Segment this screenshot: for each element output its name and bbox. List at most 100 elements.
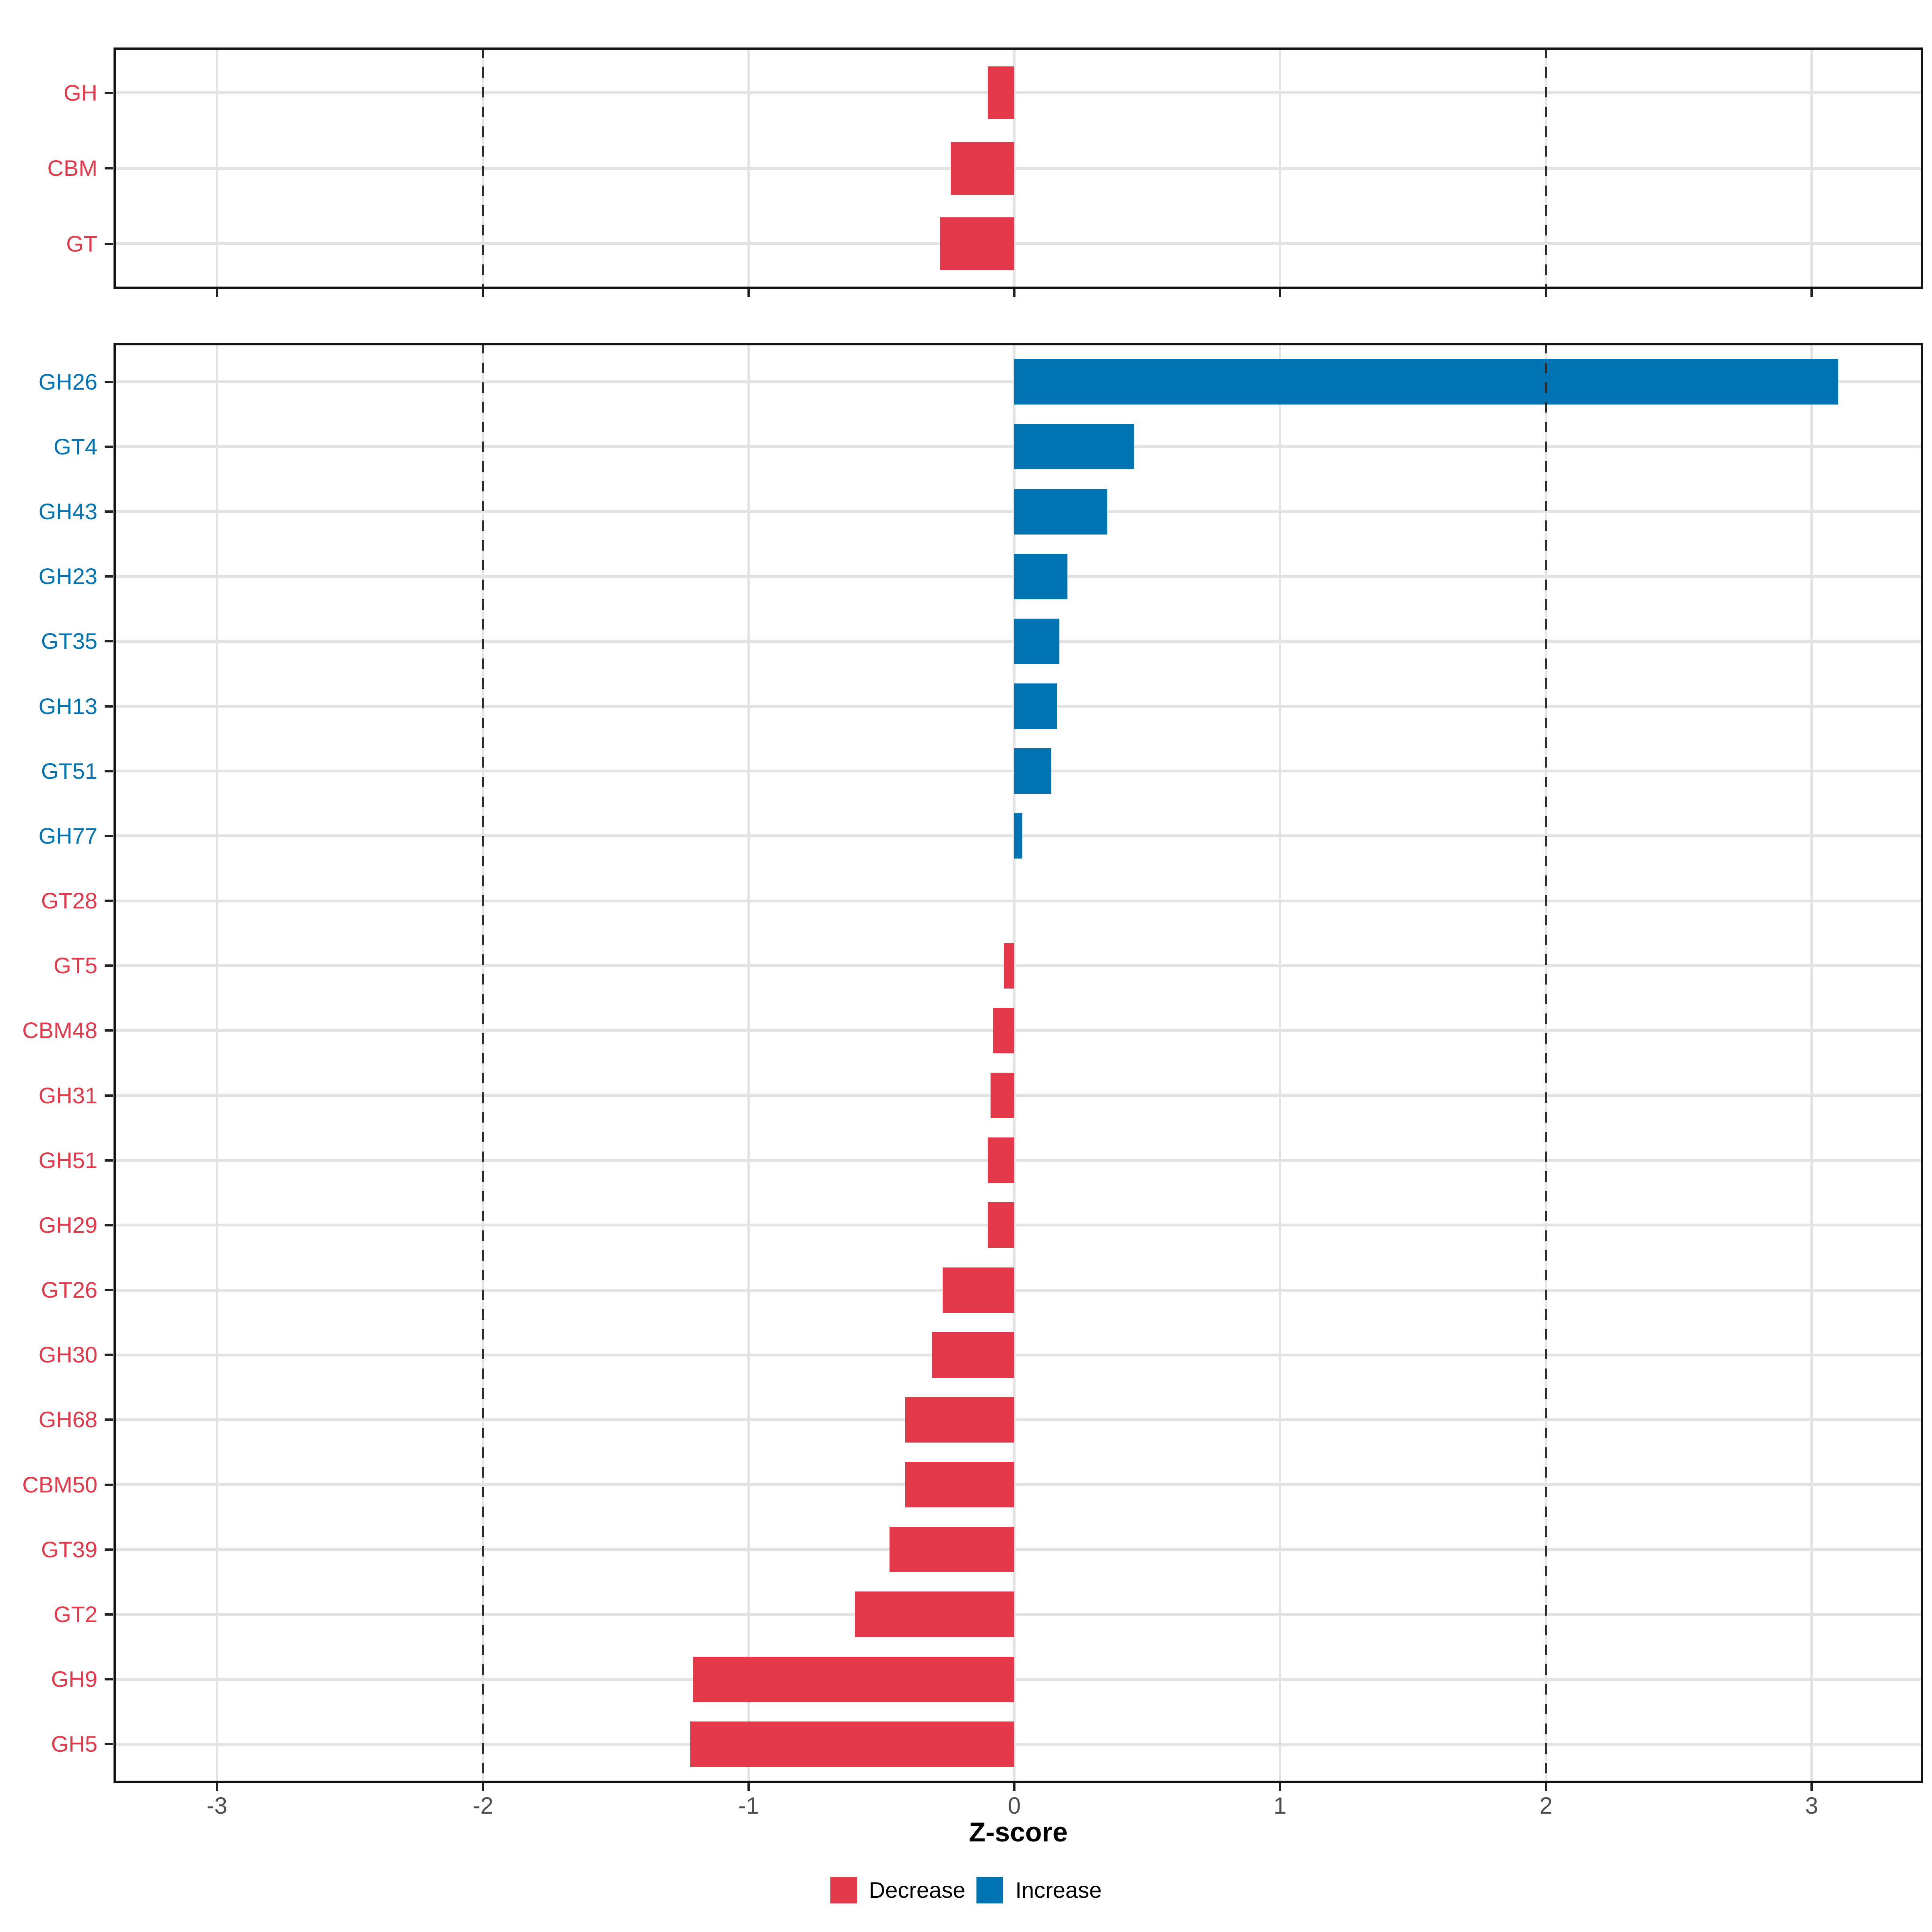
bar-GT51 — [1014, 748, 1051, 794]
gridline-x-0 — [1013, 47, 1016, 289]
category-label-GH31: GH31 — [38, 1083, 97, 1108]
category-label-GH23: GH23 — [38, 564, 97, 589]
y-tick-GT2 — [105, 1613, 113, 1616]
category-label-GH30: GH30 — [38, 1342, 97, 1367]
legend-label-increase: Increase — [1015, 1877, 1102, 1903]
gridline-row-GT2 — [114, 1613, 1923, 1616]
y-tick-GH51 — [105, 1159, 113, 1162]
bar-GH43 — [1014, 489, 1107, 535]
y-tick-GH29 — [105, 1224, 113, 1226]
gridline-x--3 — [216, 47, 218, 289]
legend: Decrease Increase — [0, 1877, 1932, 1903]
y-tick-GH30 — [105, 1354, 113, 1356]
bar-GH — [988, 66, 1014, 119]
bar-GT39 — [890, 1527, 1014, 1572]
category-label-GT2: GT2 — [54, 1602, 97, 1627]
gridline-x--1 — [747, 47, 750, 289]
legend-label-decrease: Decrease — [869, 1877, 966, 1903]
category-label-GT26: GT26 — [41, 1277, 97, 1302]
gridline-row-GH — [114, 91, 1923, 94]
category-label-GH43: GH43 — [38, 499, 97, 524]
gridline-row-GT28 — [114, 900, 1923, 902]
x-tick-2-panel0 — [1545, 289, 1547, 297]
bar-GT35 — [1014, 619, 1059, 664]
dashed-guide-2 — [1545, 343, 1547, 1783]
gridline-x-1 — [1279, 343, 1281, 1783]
category-label-GT39: GT39 — [41, 1537, 97, 1562]
x-tick-label-1: 1 — [1273, 1793, 1287, 1819]
gridline-row-GH5 — [114, 1743, 1923, 1746]
bar-GT5 — [1004, 943, 1014, 989]
y-tick-GH26 — [105, 381, 113, 383]
gridline-x-3 — [1810, 343, 1813, 1783]
x-tick-label-3: 3 — [1805, 1793, 1818, 1819]
gridline-row-CBM — [114, 167, 1923, 170]
category-label-GT5: GT5 — [54, 953, 97, 978]
category-label-GT4: GT4 — [54, 434, 97, 459]
x-tick-3-panel0 — [1810, 289, 1813, 297]
bar-GH77 — [1014, 813, 1022, 859]
gridline-row-GT26 — [114, 1289, 1923, 1292]
gridline-x-3 — [1810, 47, 1813, 289]
y-tick-CBM — [105, 167, 113, 169]
category-label-GH77: GH77 — [38, 823, 97, 848]
x-tick-label--1: -1 — [738, 1793, 759, 1819]
y-tick-CBM50 — [105, 1484, 113, 1486]
gridline-row-GH68 — [114, 1418, 1923, 1421]
category-label-GT: GT — [66, 231, 97, 256]
category-label-CBM: CBM — [47, 155, 97, 181]
x-tick-label-0: 0 — [1007, 1793, 1021, 1819]
category-label-GH: GH — [64, 80, 97, 105]
x-tick--3-panel1 — [216, 1783, 218, 1791]
bar-GT4 — [1014, 424, 1134, 469]
legend-swatch-increase — [976, 1877, 1003, 1903]
legend-item-increase: Increase — [976, 1877, 1102, 1903]
y-tick-GT39 — [105, 1548, 113, 1551]
x-tick-label--2: -2 — [473, 1793, 493, 1819]
category-label-GT35: GT35 — [41, 628, 97, 654]
gridline-row-GT39 — [114, 1548, 1923, 1551]
x-tick-0-panel1 — [1013, 1783, 1016, 1791]
gridline-row-GH9 — [114, 1678, 1923, 1681]
bar-GT2 — [855, 1591, 1014, 1637]
y-tick-GH13 — [105, 705, 113, 708]
x-tick--2-panel1 — [482, 1783, 484, 1791]
gridline-row-GH31 — [114, 1094, 1923, 1097]
gridline-row-CBM50 — [114, 1483, 1923, 1486]
bar-GH13 — [1014, 683, 1057, 729]
bar-GH29 — [988, 1202, 1014, 1248]
y-tick-GT35 — [105, 640, 113, 642]
x-tick-2-panel1 — [1545, 1783, 1547, 1791]
x-tick--1-panel1 — [747, 1783, 750, 1791]
dashed-guide-2 — [1545, 47, 1547, 289]
x-tick--2-panel0 — [482, 289, 484, 297]
bar-GH26 — [1014, 359, 1838, 405]
bar-CBM — [951, 142, 1014, 195]
y-tick-GT5 — [105, 964, 113, 967]
gridline-row-GH51 — [114, 1159, 1923, 1162]
x-tick-label--3: -3 — [206, 1793, 227, 1819]
gridline-row-GT — [114, 242, 1923, 245]
bar-CBM48 — [993, 1008, 1014, 1053]
gridline-x-0 — [1013, 343, 1016, 1783]
category-label-GT28: GT28 — [41, 888, 97, 913]
bar-GT — [940, 217, 1014, 270]
x-tick-3-panel1 — [1810, 1783, 1813, 1791]
category-label-GT51: GT51 — [41, 758, 97, 784]
gridline-x-1 — [1279, 47, 1281, 289]
category-label-GH13: GH13 — [38, 694, 97, 719]
category-label-GH29: GH29 — [38, 1212, 97, 1238]
x-tick--1-panel0 — [747, 289, 750, 297]
gridline-x--1 — [747, 343, 750, 1783]
y-tick-GH23 — [105, 575, 113, 578]
gridline-row-GT5 — [114, 964, 1923, 967]
x-axis-title: Z-score — [969, 1817, 1068, 1847]
bar-GH51 — [988, 1137, 1014, 1183]
y-tick-GH77 — [105, 835, 113, 837]
y-tick-GH43 — [105, 510, 113, 513]
x-tick-1-panel1 — [1279, 1783, 1281, 1791]
y-tick-GH9 — [105, 1678, 113, 1680]
gridline-row-GH30 — [114, 1354, 1923, 1356]
x-tick-1-panel0 — [1279, 289, 1281, 297]
